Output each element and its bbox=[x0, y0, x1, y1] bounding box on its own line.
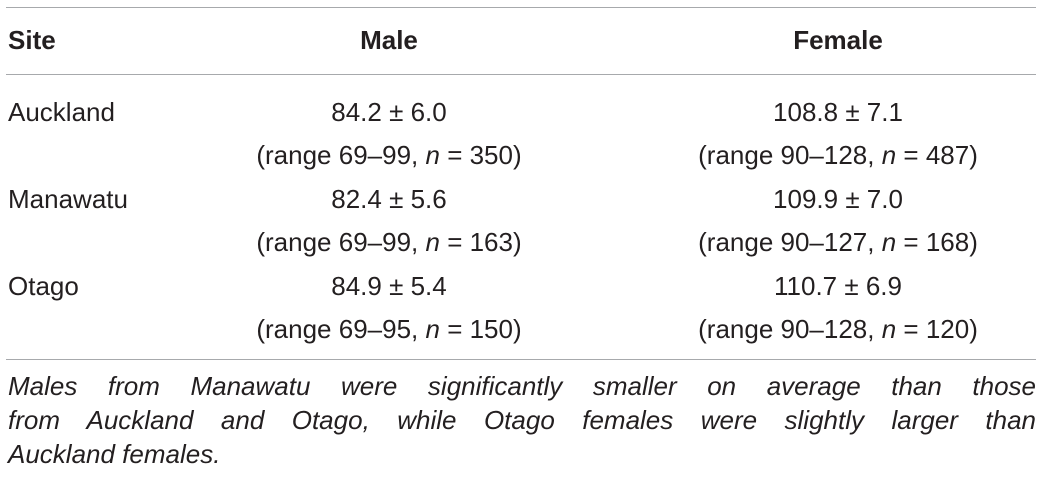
female-mean: 108.8 ± 7.1 bbox=[773, 97, 903, 127]
footnote-line: Auckland females. bbox=[8, 439, 221, 469]
female-range: (range 90–127, n = 168) bbox=[698, 227, 978, 257]
male-range: (range 69–99, n = 350) bbox=[256, 140, 522, 170]
female-mean: 109.9 ± 7.0 bbox=[773, 184, 903, 214]
male-range: (range 69–95, n = 150) bbox=[256, 314, 522, 344]
table-row: Otago 84.9 ± 5.4 (range 69–95, n = 150) … bbox=[0, 268, 1042, 355]
male-range: (range 69–99, n = 163) bbox=[256, 227, 522, 257]
header-rule bbox=[6, 74, 1036, 75]
table-row: Manawatu 82.4 ± 5.6 (range 69–99, n = 16… bbox=[0, 181, 1042, 268]
male-cell: 84.9 ± 5.4 (range 69–95, n = 150) bbox=[227, 268, 551, 347]
male-mean: 84.2 ± 6.0 bbox=[331, 97, 447, 127]
female-range: (range 90–128, n = 487) bbox=[698, 140, 978, 170]
male-mean: 82.4 ± 5.6 bbox=[331, 184, 447, 214]
table-top-rule bbox=[6, 7, 1036, 8]
table-row: Auckland 84.2 ± 6.0 (range 69–99, n = 35… bbox=[0, 94, 1042, 181]
site-name: Manawatu bbox=[8, 184, 128, 214]
site-name: Otago bbox=[8, 271, 79, 301]
female-cell: 109.9 ± 7.0 (range 90–127, n = 168) bbox=[670, 181, 1006, 260]
table-footnote: Males from Manawatu were significantly s… bbox=[8, 369, 1036, 471]
site-name: Auckland bbox=[8, 97, 115, 127]
header-site: Site bbox=[8, 25, 56, 55]
male-cell: 84.2 ± 6.0 (range 69–99, n = 350) bbox=[227, 94, 551, 173]
header-female: Female bbox=[793, 25, 883, 55]
female-cell: 108.8 ± 7.1 (range 90–128, n = 487) bbox=[670, 94, 1006, 173]
female-mean: 110.7 ± 6.9 bbox=[774, 271, 902, 301]
header-male: Male bbox=[360, 25, 418, 55]
female-cell: 110.7 ± 6.9 (range 90–128, n = 120) bbox=[670, 268, 1006, 347]
footnote-line: from Auckland and Otago, while Otago fem… bbox=[8, 405, 1036, 435]
male-mean: 84.9 ± 5.4 bbox=[331, 271, 447, 301]
male-cell: 82.4 ± 5.6 (range 69–99, n = 163) bbox=[227, 181, 551, 260]
female-range: (range 90–128, n = 120) bbox=[698, 314, 978, 344]
table-bottom-rule bbox=[6, 359, 1036, 360]
footnote-line: Males from Manawatu were significantly s… bbox=[8, 371, 1036, 401]
